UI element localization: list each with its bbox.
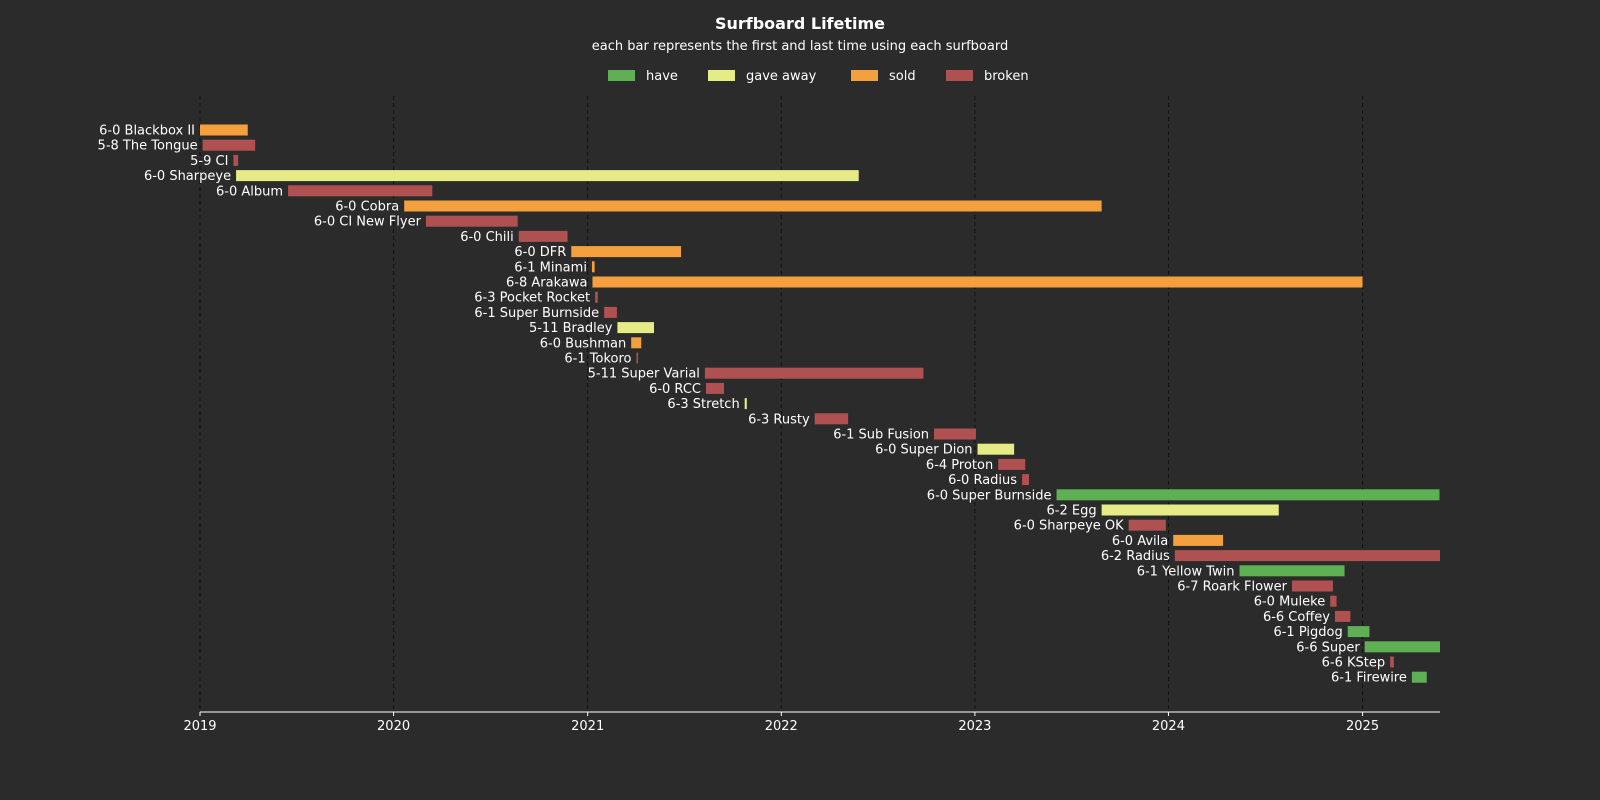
bar-6-0-dfr: [571, 246, 682, 258]
bar-6-0-super-burnside: [1056, 489, 1440, 501]
bar-label-5-8-the-tongue: 5-8 The Tongue: [98, 139, 198, 154]
bar-label-5-11-bradley: 5-11 Bradley: [529, 321, 613, 336]
legend-label: broken: [984, 69, 1029, 84]
bar-6-1-firewire: [1411, 671, 1427, 683]
bar-label-6-0-avila: 6-0 Avila: [1112, 534, 1168, 549]
bar-6-1-minami: [591, 261, 595, 273]
bar-6-4-proton: [998, 458, 1026, 470]
bar-label-5-9-ci: 5-9 CI: [190, 154, 228, 169]
bar-label-6-0-super-burnside: 6-0 Super Burnside: [927, 488, 1052, 503]
chart-title: Surfboard Lifetime: [715, 14, 885, 33]
bar-label-6-3-pocket-rocket: 6-3 Pocket Rocket: [474, 291, 590, 306]
bar-6-1-sub-fusion: [934, 428, 976, 440]
x-tick-label: 2023: [958, 719, 991, 734]
legend-swatch-sold: [851, 70, 878, 81]
bar-6-0-album: [288, 185, 433, 197]
bar-label-6-1-yellow-twin: 6-1 Yellow Twin: [1137, 564, 1235, 579]
bar-label-6-1-pigdog: 6-1 Pigdog: [1273, 625, 1342, 640]
bar-label-6-2-egg: 6-2 Egg: [1047, 504, 1097, 519]
bar-label-6-7-roark-flower: 6-7 Roark Flower: [1177, 580, 1287, 595]
bar-6-6-kstep: [1390, 656, 1394, 668]
bar-6-0-chili: [518, 230, 568, 242]
bar-label-6-0-ci-new-flyer: 6-0 CI New Flyer: [314, 215, 422, 230]
bar-6-0-sharpeye-ok: [1128, 519, 1166, 531]
bar-label-6-1-firewire: 6-1 Firewire: [1331, 671, 1407, 686]
bar-6-0-cobra: [404, 200, 1102, 212]
bar-label-6-0-super-dion: 6-0 Super Dion: [875, 443, 972, 458]
bar-label-6-4-proton: 6-4 Proton: [926, 458, 993, 473]
bar-label-6-0-sharpeye: 6-0 Sharpeye: [144, 169, 231, 184]
bar-6-0-super-dion: [977, 443, 1015, 455]
bar-6-0-bushman: [631, 337, 642, 349]
chart-subtitle: each bar represents the first and last t…: [592, 39, 1008, 54]
bar-label-6-0-chili: 6-0 Chili: [460, 230, 514, 245]
bar-6-0-ci-new-flyer: [425, 215, 518, 227]
bar-6-0-sharpeye: [236, 170, 859, 182]
bar-6-1-tokoro: [636, 352, 639, 364]
bar-label-6-0-muleke: 6-0 Muleke: [1254, 595, 1326, 610]
bar-label-6-1-minami: 6-1 Minami: [514, 260, 587, 275]
bar-6-0-rcc: [705, 382, 725, 394]
bar-label-6-1-super-burnside: 6-1 Super Burnside: [474, 306, 599, 321]
bar-6-0-radius: [1022, 474, 1029, 486]
bar-6-2-egg: [1101, 504, 1279, 516]
bar-6-8-arakawa: [592, 276, 1363, 288]
bar-5-11-super-varial: [704, 367, 924, 379]
bar-5-8-the-tongue: [202, 139, 256, 151]
bar-label-6-0-bushman: 6-0 Bushman: [540, 336, 626, 351]
bar-6-3-stretch: [744, 398, 747, 410]
bar-5-11-bradley: [617, 322, 654, 334]
bar-6-0-blackbox-ii: [200, 124, 248, 136]
legend: have gave away sold broken: [608, 69, 1029, 84]
bar-5-9-ci: [233, 154, 239, 166]
bar-label-6-8-arakawa: 6-8 Arakawa: [506, 276, 587, 291]
x-gridlines: [199, 96, 1364, 712]
bar-label-6-1-sub-fusion: 6-1 Sub Fusion: [833, 428, 929, 443]
legend-label: have: [646, 69, 678, 84]
bar-label-6-0-cobra: 6-0 Cobra: [335, 200, 399, 215]
bar-label-5-11-super-varial: 5-11 Super Varial: [588, 367, 700, 382]
bar-label-6-2-radius: 6-2 Radius: [1101, 549, 1170, 564]
bar-label-6-6-kstep: 6-6 KStep: [1322, 656, 1386, 671]
bar-6-1-pigdog: [1347, 626, 1370, 638]
bar-label-6-3-stretch: 6-3 Stretch: [667, 397, 739, 412]
x-tick-label: 2020: [377, 719, 410, 734]
bar-6-0-avila: [1173, 534, 1224, 546]
bar-label-6-0-album: 6-0 Album: [216, 184, 283, 199]
bar-6-6-coffey: [1334, 610, 1351, 622]
bar-label-6-3-rusty: 6-3 Rusty: [748, 412, 810, 427]
bar-6-1-yellow-twin: [1239, 565, 1345, 577]
legend-swatch-gave-away: [708, 70, 735, 81]
bar-6-7-roark-flower: [1292, 580, 1333, 592]
bar-6-0-muleke: [1330, 595, 1337, 607]
bar-6-6-super: [1364, 641, 1440, 653]
bar-label-6-0-sharpeye-ok: 6-0 Sharpeye OK: [1014, 519, 1124, 534]
bar-label-6-0-blackbox-ii: 6-0 Blackbox II: [99, 124, 195, 139]
x-tick-label: 2019: [183, 719, 216, 734]
legend-swatch-broken: [946, 70, 973, 81]
x-tick-label: 2024: [1152, 719, 1185, 734]
legend-swatch-have: [608, 70, 635, 81]
bar-label-6-6-coffey: 6-6 Coffey: [1263, 610, 1330, 625]
bar-label-6-0-radius: 6-0 Radius: [948, 473, 1017, 488]
x-tick-label: 2021: [571, 719, 604, 734]
x-tick-label: 2025: [1346, 719, 1379, 734]
bars: [200, 124, 1440, 683]
bar-label-6-1-tokoro: 6-1 Tokoro: [564, 352, 631, 367]
bar-6-3-pocket-rocket: [595, 291, 598, 303]
x-tick-label: 2022: [765, 719, 798, 734]
bar-label-6-0-rcc: 6-0 RCC: [649, 382, 701, 397]
bar-6-3-rusty: [814, 413, 849, 425]
bar-label-6-6-super: 6-6 Super: [1296, 640, 1360, 655]
bar-6-2-radius: [1174, 550, 1440, 562]
x-axis: 2019 2020 2021 2022 2023 2024 2025: [183, 711, 1440, 734]
legend-label: sold: [889, 69, 916, 84]
bar-label-6-0-dfr: 6-0 DFR: [514, 245, 566, 260]
bar-6-1-super-burnside: [604, 306, 617, 318]
legend-label: gave away: [746, 69, 817, 84]
